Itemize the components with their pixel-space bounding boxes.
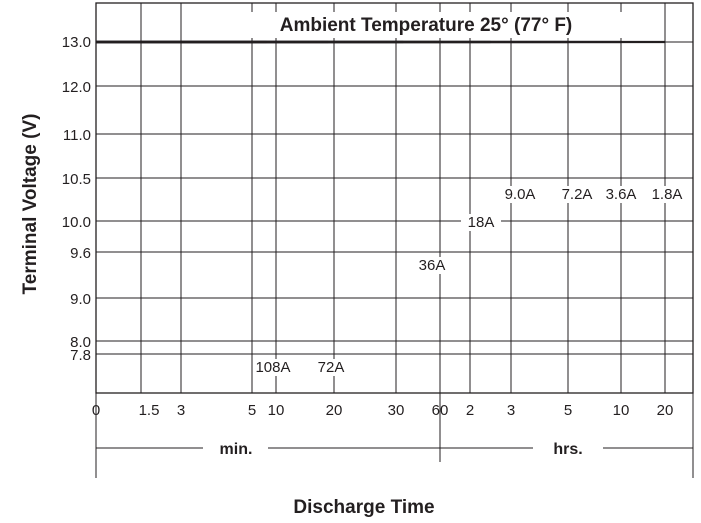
y-tick-label: 9.0 <box>70 291 91 308</box>
curve-label-9-0a: 9.0A <box>505 186 536 203</box>
curve-label-72a: 72A <box>318 359 345 376</box>
x-tick-label: 5 <box>248 402 256 419</box>
x-tick-label: 30 <box>388 402 405 419</box>
curve-label-1-8a: 1.8A <box>652 186 683 203</box>
curve-label-bg <box>601 186 641 203</box>
curve-label-bg <box>557 186 597 203</box>
x-tick-label: 10 <box>613 402 630 419</box>
y-tick-label: 12.0 <box>62 79 91 96</box>
chart-title: Ambient Temperature 25° (77° F) <box>280 15 573 36</box>
title-background <box>230 12 623 38</box>
curve-label-18a: 18A <box>468 214 495 231</box>
y-tick-label: 11.0 <box>63 127 91 144</box>
y-axis-label: Terminal Voltage (V) <box>20 114 41 295</box>
x-tick-label: 5 <box>564 402 572 419</box>
x-tick-label: 3 <box>507 402 515 419</box>
curve-label-7-2a: 7.2A <box>562 186 593 203</box>
curve-label-108a: 108A <box>255 359 290 376</box>
y-tick-label: 13.0 <box>62 34 91 51</box>
x-tick-label: 1.5 <box>139 402 160 419</box>
unit-label-minutes: min. <box>220 441 253 458</box>
curve-labels: 108A 72A 36A 18A 9.0A 7.2A 3.6A 1.8A <box>253 186 687 376</box>
y-tick-label: 10.5 <box>62 171 91 188</box>
curve-label-3-6a: 3.6A <box>606 186 637 203</box>
curve-label-bg <box>461 214 501 231</box>
y-tick-label: 8.0 <box>70 334 91 351</box>
x-tick-label: 20 <box>326 402 343 419</box>
x-tick-label: 20 <box>657 402 674 419</box>
curve-label-bg <box>500 186 540 203</box>
y-tick-label: 9.6 <box>70 245 91 262</box>
curve-label-36a: 36A <box>419 257 446 274</box>
x-tick-labels: 0 1.5 3 5 10 20 30 60 2 3 5 10 20 <box>92 402 674 419</box>
x-tick-label: 2 <box>466 402 474 419</box>
y-tick-label: 10.0 <box>62 214 91 231</box>
curve-label-bg <box>311 359 351 376</box>
curve-label-bg <box>253 359 293 376</box>
curve-label-bg <box>647 186 687 203</box>
plot-frame <box>95 2 694 394</box>
x-tick-label: 10 <box>268 402 285 419</box>
curve-label-bg <box>412 257 452 274</box>
x-axis-label: Discharge Time <box>293 497 434 518</box>
x-tick-label: 3 <box>177 402 185 419</box>
y-tick-label: 7.8 <box>70 347 91 364</box>
y-tick-labels: 13.0 12.0 11.0 10.5 10.0 9.6 9.0 8.07.8 <box>62 34 91 364</box>
unit-label-hours: hrs. <box>553 441 582 458</box>
